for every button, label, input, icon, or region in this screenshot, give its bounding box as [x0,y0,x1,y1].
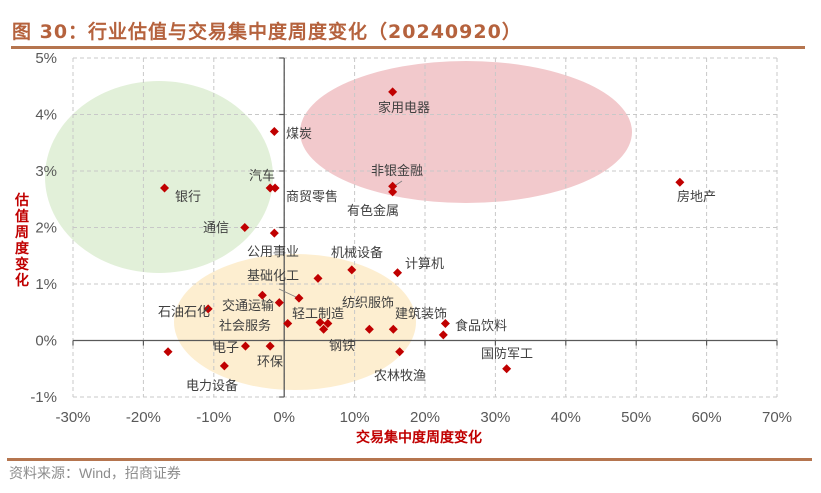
y-axis-title-char: 值 [15,208,29,225]
data-point-marker [294,293,304,303]
y-tick-label: 4% [35,107,57,124]
x-axis-title: 交易集中度周度变化 [356,429,482,446]
data-point-marker [163,347,173,357]
point-label: 煤炭 [286,127,312,142]
green-ellipse [45,81,273,273]
data-point-marker [240,341,250,351]
point-label: 环保 [257,355,283,370]
axes [72,57,778,398]
data-points [160,87,685,374]
y-axis-title-char: 周 [15,225,29,241]
point-label: 汽车 [249,168,275,184]
x-tick-label: 40% [551,409,581,426]
point-label: 电力设备 [186,378,238,394]
y-tick-label: 3% [35,163,57,180]
tick-labels: -30% -20% -10% 0% 10% 20% 30% 40% 50% 60% 70% 5% 4% 3… [30,50,792,426]
x-tick-label: -20% [126,409,161,426]
x-tick-label: -30% [55,409,90,426]
data-point-marker [315,317,325,327]
data-point-marker [274,298,284,308]
data-point-marker [319,324,329,334]
data-point-marker [347,265,357,275]
source-note: 资料来源：Wind，招商证券 [9,465,181,481]
data-point-marker [388,87,398,97]
x-tick-label: 20% [410,409,440,426]
data-point-marker [257,290,267,300]
y-tick-label: -1% [30,389,57,406]
leader-line [278,288,297,298]
data-point-marker [388,324,398,334]
y-axis-title-char: 变 [15,256,29,273]
data-point-marker [388,181,398,191]
data-point-marker [283,319,293,329]
figure-title: 图 30：行业估值与交易集中度周度变化（20240920） [12,21,522,43]
data-point-marker [265,183,275,193]
x-tick-label: 50% [621,409,651,426]
point-label: 石油石化 [158,305,210,320]
data-point-marker [265,341,275,351]
footer-divider [7,458,812,461]
data-point-marker [502,364,512,374]
point-label: 食品饮料 [455,318,507,334]
x-tick-label: -10% [196,409,231,426]
data-point-marker [203,304,213,314]
point-label: 家用电器 [378,100,430,116]
point-label: 公用事业 [247,245,299,260]
data-point-marker [364,324,374,334]
data-point-marker [219,361,229,371]
point-label: 交通运输 [222,298,274,314]
highlight-ellipses [45,61,632,390]
point-label: 电子 [213,341,239,356]
y-axis-title-char: 估 [14,192,29,209]
x-tick-label: 10% [340,409,370,426]
x-tick-label: 60% [692,409,722,426]
point-label: 钢铁 [329,339,355,354]
point-label: 计算机 [405,257,444,272]
yellow-ellipse [174,254,416,390]
data-point-marker [438,330,448,340]
point-label: 有色金属 [347,203,399,219]
y-tick-label: 2% [35,220,57,237]
red-ellipse [300,61,632,203]
data-point-marker [270,183,280,193]
x-tick-label: 30% [480,409,510,426]
data-point-marker [269,126,279,136]
data-point-marker [160,183,170,193]
y-axis-title: 估值周度变化 [14,192,30,289]
title-divider [11,46,805,49]
point-label: 基础化工 [247,269,299,284]
y-tick-label: 0% [35,333,57,350]
point-label: 国防军工 [481,346,533,362]
point-label: 银行 [175,190,201,205]
data-point-marker [269,228,279,238]
x-tick-label: 0% [273,409,295,426]
point-label: 轻工制造 [292,307,344,322]
data-point-marker [395,347,405,357]
point-label: 房地产 [677,189,716,205]
data-point-marker [313,273,323,283]
data-point-marker [675,177,685,187]
point-label: 建筑装饰 [395,306,447,322]
data-point-marker [388,187,398,197]
point-label: 机械设备 [331,245,383,261]
data-point-marker [440,319,450,329]
y-axis-title-char: 化 [15,272,29,289]
point-label: 非银金融 [371,163,423,179]
point-label: 社会服务 [219,318,271,334]
point-label: 纺织服饰 [342,296,394,311]
data-point-marker [323,319,333,329]
data-point-marker [393,268,403,278]
point-label: 商贸零售 [286,189,338,205]
x-tick-label: 70% [762,409,792,426]
data-point-marker [240,223,250,232]
y-axis-title-char: 度 [15,240,30,257]
y-tick-label: 5% [35,50,57,67]
point-label: 农林牧渔 [374,369,426,384]
point-label: 通信 [203,221,229,236]
y-tick-label: 1% [35,276,57,293]
